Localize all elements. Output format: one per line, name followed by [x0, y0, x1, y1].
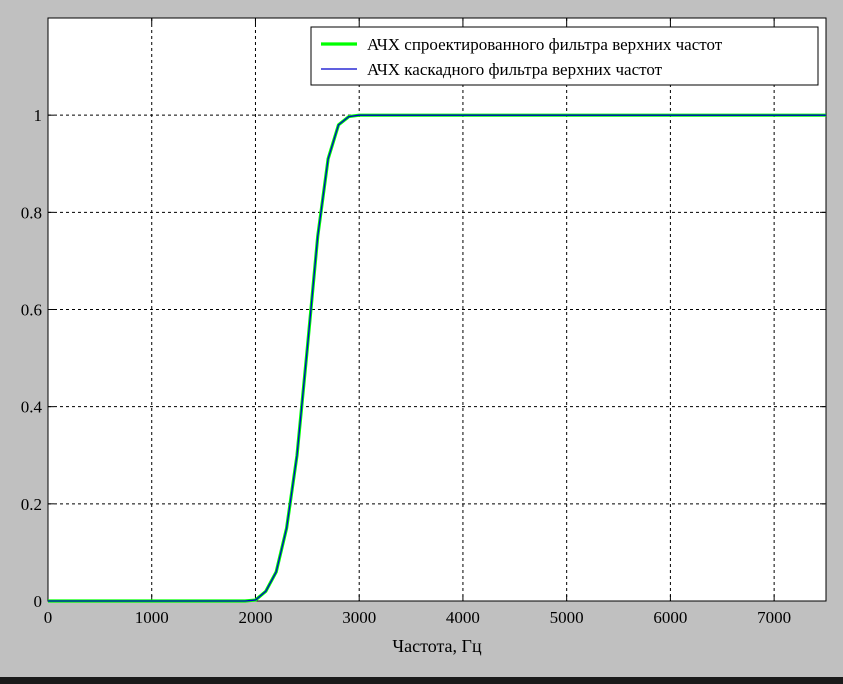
x-tick-label: 1000 [135, 608, 169, 627]
x-tick-label: 6000 [653, 608, 687, 627]
legend: АЧХ спроектированного фильтра верхних ча… [310, 26, 819, 86]
legend-box [310, 26, 819, 86]
x-axis-label: Частота, Гц [392, 636, 482, 656]
x-tick-label: 0 [44, 608, 53, 627]
y-tick-label: 1 [34, 106, 43, 125]
x-tick-label: 3000 [342, 608, 376, 627]
y-tick-label: 0.4 [21, 398, 43, 417]
y-tick-label: 0 [34, 592, 43, 611]
legend-label-2: АЧХ каскадного фильтра верхних частот [367, 60, 663, 79]
axis-ticks: 0 1000 2000 3000 4000 5000 6000 7000 0 0.2 0.4 0.6 0… [21, 18, 826, 627]
window-bottom-border [0, 677, 843, 684]
series-line-2 [48, 114, 826, 602]
y-tick-label: 0.2 [21, 495, 42, 514]
series-layer [48, 113, 826, 603]
x-tick-label: 4000 [446, 608, 480, 627]
legend-label-1: АЧХ спроектированного фильтра верхних ча… [367, 35, 723, 54]
y-tick-label: 0.6 [21, 301, 42, 320]
x-tick-label: 7000 [757, 608, 791, 627]
x-tick-label: 5000 [550, 608, 584, 627]
y-tick-label: 0.8 [21, 203, 42, 222]
x-tick-label: 2000 [238, 608, 272, 627]
